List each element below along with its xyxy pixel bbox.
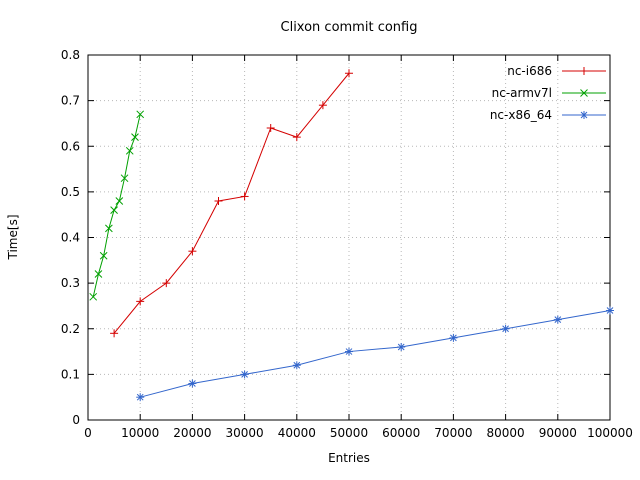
y-tick-label: 0.1 <box>61 367 80 381</box>
x-tick-label: 40000 <box>278 426 316 440</box>
x-axis-label: Entries <box>328 451 370 465</box>
y-tick-label: 0.4 <box>61 231 80 245</box>
legend-label: nc-x86_64 <box>490 108 552 122</box>
x-tick-label: 30000 <box>226 426 264 440</box>
x-tick-label: 60000 <box>382 426 420 440</box>
y-tick-label: 0 <box>72 413 80 427</box>
x-tick-label: 50000 <box>330 426 368 440</box>
y-tick-label: 0.3 <box>61 276 80 290</box>
y-tick-label: 0.5 <box>61 185 80 199</box>
x-tick-label: 70000 <box>434 426 472 440</box>
x-tick-label: 90000 <box>539 426 577 440</box>
series-nc-armv7l <box>89 110 145 301</box>
x-tick-label: 80000 <box>487 426 525 440</box>
legend-label: nc-i686 <box>507 64 552 78</box>
legend-entry-nc-i686: nc-i686 <box>507 64 606 78</box>
y-tick-label: 0.7 <box>61 94 80 108</box>
x-tick-label: 0 <box>84 426 92 440</box>
x-tick-label: 100000 <box>587 426 633 440</box>
series-layer <box>89 69 614 402</box>
series-nc-i686 <box>110 69 353 338</box>
x-tick-label: 20000 <box>173 426 211 440</box>
legend-entry-nc-x86_64: nc-x86_64 <box>490 108 606 122</box>
legend-label: nc-armv7l <box>492 86 552 100</box>
y-tick-label: 0.8 <box>61 48 80 62</box>
y-tick-label: 0.2 <box>61 322 80 336</box>
x-tick-label: 10000 <box>121 426 159 440</box>
legend-layer: nc-i686 nc-armv7l nc-x86_64 <box>490 64 606 122</box>
legend-entry-nc-armv7l: nc-armv7l <box>492 86 606 100</box>
y-tick-label: 0.6 <box>61 139 80 153</box>
ticks-layer: 0 10000 20000 30000 40000 50000 60000 70000 8000… <box>61 48 633 440</box>
series-nc-x86_64 <box>136 306 614 402</box>
y-axis-label: Time[s] <box>6 215 20 261</box>
chart-title: Clixon commit config <box>281 20 418 35</box>
